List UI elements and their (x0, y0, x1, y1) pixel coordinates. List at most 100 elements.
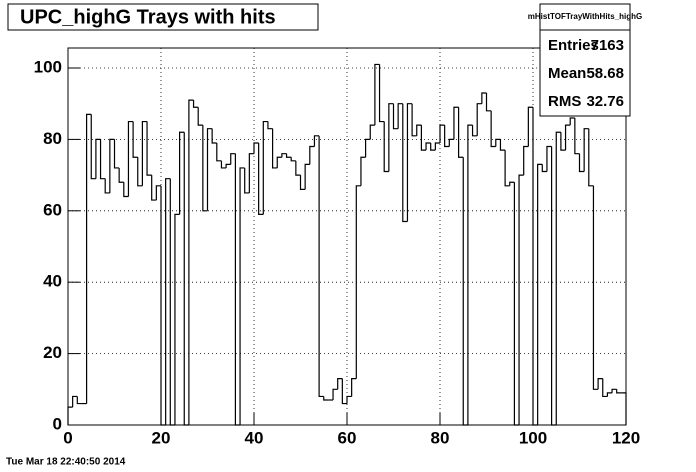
histogram-bin (578, 153, 585, 173)
histogram-bin (248, 153, 254, 193)
y-tick-label: 20 (43, 343, 62, 362)
histogram-bin (416, 124, 422, 136)
histogram-bin (72, 395, 78, 408)
histogram-bin (341, 378, 347, 405)
histogram-bin (258, 142, 264, 215)
histogram-bin (211, 128, 217, 144)
histogram-bin (337, 377, 343, 390)
histogram-bin (132, 121, 138, 158)
title-box (7, 3, 319, 31)
histogram-bin (546, 145, 552, 172)
histogram-bin (374, 63, 380, 126)
histogram-bin (174, 213, 180, 425)
histogram-bin (118, 167, 124, 183)
histogram-bin (86, 113, 92, 404)
histogram-bin (285, 153, 292, 158)
histogram-bin (183, 132, 189, 426)
histogram-bin (560, 132, 566, 151)
histogram-bin (420, 125, 427, 151)
histogram-bin (309, 145, 315, 165)
histogram-bin (425, 142, 431, 151)
histogram-bin (155, 185, 161, 201)
histogram-bin (276, 156, 282, 168)
histogram-bin (616, 389, 622, 394)
histogram-bin (532, 107, 538, 426)
histogram-bin (411, 103, 417, 137)
histogram-bin (216, 142, 222, 162)
histogram-bin (95, 138, 101, 179)
histogram-bin (495, 138, 501, 147)
histogram-bin (220, 160, 227, 169)
histogram-bin (141, 120, 148, 186)
histogram-bin (346, 395, 352, 404)
histogram-bin (513, 182, 520, 426)
stats-value: 32.76 (586, 93, 624, 110)
histogram-bin (67, 406, 73, 425)
histogram-bin (574, 117, 580, 155)
histogram-bin (113, 139, 120, 169)
histogram-bin (160, 185, 166, 426)
histogram-bin (151, 175, 157, 201)
histogram-bin (583, 128, 589, 172)
histogram-bin (606, 392, 613, 397)
x-tick-label: 0 (63, 428, 72, 447)
histogram-bin (230, 153, 236, 165)
histogram-bin (188, 99, 194, 425)
histogram-bin (458, 107, 464, 158)
histogram-bin (281, 153, 287, 158)
histogram-bin (169, 178, 175, 426)
histogram-bin (509, 181, 515, 186)
histogram-bin (179, 131, 185, 215)
histogram-bin (518, 174, 524, 425)
histogram-bin (323, 396, 329, 401)
y-tick-label: 60 (43, 200, 62, 219)
histogram-bin (369, 124, 375, 140)
x-tick-label: 60 (338, 428, 357, 447)
histogram-bin (537, 163, 543, 425)
histogram-bin (551, 146, 557, 426)
histogram-bin (127, 120, 134, 197)
histogram-bin (453, 106, 459, 140)
histogram-bin (192, 100, 199, 108)
histogram-bin (262, 120, 268, 215)
stats-value: 7163 (591, 37, 624, 54)
y-tick-label: 80 (43, 129, 62, 148)
stats-title: mHistTOFTrayWithHits_highG (528, 12, 642, 21)
histogram-bin (476, 103, 482, 136)
histogram-bin (90, 114, 96, 180)
x-tick-label: 100 (519, 428, 547, 447)
timestamp: Tue Mar 18 22:40:50 2014 (6, 457, 126, 468)
histogram-bin (290, 157, 296, 162)
histogram-bin (318, 135, 324, 398)
histogram-bin (555, 131, 561, 425)
histogram-bin (392, 103, 399, 130)
histogram-bin (137, 157, 143, 187)
histogram-bin (611, 388, 617, 393)
histogram-bin (332, 388, 338, 401)
y-tick-label: 100 (34, 57, 62, 76)
y-tick-label: 40 (43, 272, 62, 291)
histogram-bin (523, 145, 529, 176)
histogram-bin (99, 139, 106, 180)
histogram-bin (123, 182, 129, 198)
histogram-bin (588, 128, 594, 187)
stats-value: 58.68 (586, 65, 624, 82)
histogram-bin (378, 64, 385, 123)
histogram-bin (434, 142, 440, 151)
histogram-bin (225, 163, 231, 168)
histogram-bin (299, 175, 306, 190)
histogram-bin (481, 92, 487, 104)
x-tick-label: 80 (431, 428, 450, 447)
histogram-bin (253, 142, 259, 154)
histogram-bin (365, 138, 371, 158)
histogram-bin (351, 377, 357, 397)
histogram-bin (197, 107, 203, 126)
histogram-bin (402, 103, 408, 223)
x-tick-label: 40 (245, 428, 264, 447)
histogram-bin (295, 160, 301, 176)
histogram-bin (406, 103, 413, 222)
histogram-bin (439, 124, 445, 143)
y-tick-label: 0 (53, 414, 62, 433)
stats-label: Mean (548, 65, 586, 82)
